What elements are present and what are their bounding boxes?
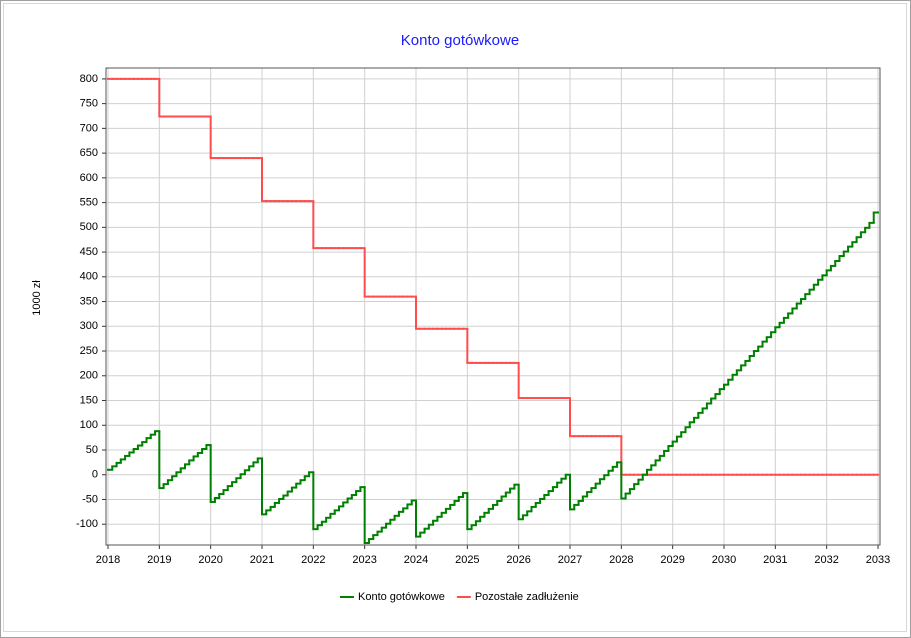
x-tick-label: 2027 [558,554,582,566]
y-tick-label: -100 [76,518,98,530]
y-tick-label: 800 [80,73,98,85]
y-tick-label: 150 [80,394,98,406]
y-tick-label: 600 [80,172,98,184]
y-tick-label: -50 [82,493,98,505]
x-tick-label: 2019 [147,554,171,566]
x-tick-label: 2031 [763,554,787,566]
x-tick-label: 2021 [250,554,274,566]
y-tick-label: 350 [80,295,98,307]
y-tick-label: 100 [80,419,98,431]
x-tick-label: 2018 [96,554,120,566]
y-tick-label: 0 [92,469,98,481]
legend-label: Pozostałe zadłużenie [475,591,579,603]
plot-area [106,68,880,545]
y-tick-label: 250 [80,345,98,357]
x-tick-label: 2028 [609,554,633,566]
x-tick-label: 2020 [198,554,222,566]
chart-title: Konto gotówkowe [401,32,519,49]
x-tick-label: 2026 [506,554,530,566]
y-tick-label: 550 [80,196,98,208]
x-tick-label: 2030 [712,554,736,566]
y-tick-label: 750 [80,98,98,110]
inner-frame [3,3,907,632]
legend-label: Konto gotówkowe [358,591,445,603]
x-tick-label: 2025 [455,554,479,566]
y-tick-label: 50 [86,444,98,456]
plot-border [105,67,881,546]
x-tick-label: 2024 [404,554,428,566]
step-riser [111,212,875,544]
y-tick-label: 700 [80,122,98,134]
y-tick-label: 650 [80,147,98,159]
y-tick-label: 500 [80,221,98,233]
y-tick-label: 450 [80,246,98,258]
y-tick-label: 200 [80,370,98,382]
x-tick-label: 2022 [301,554,325,566]
x-tick-label: 2033 [866,554,890,566]
y-axis-label: 1000 zł [31,280,43,316]
y-tick-label: 400 [80,271,98,283]
x-tick-label: 2032 [814,554,838,566]
x-tick-label: 2023 [352,554,376,566]
y-tick-label: 300 [80,320,98,332]
x-tick-label: 2029 [660,554,684,566]
